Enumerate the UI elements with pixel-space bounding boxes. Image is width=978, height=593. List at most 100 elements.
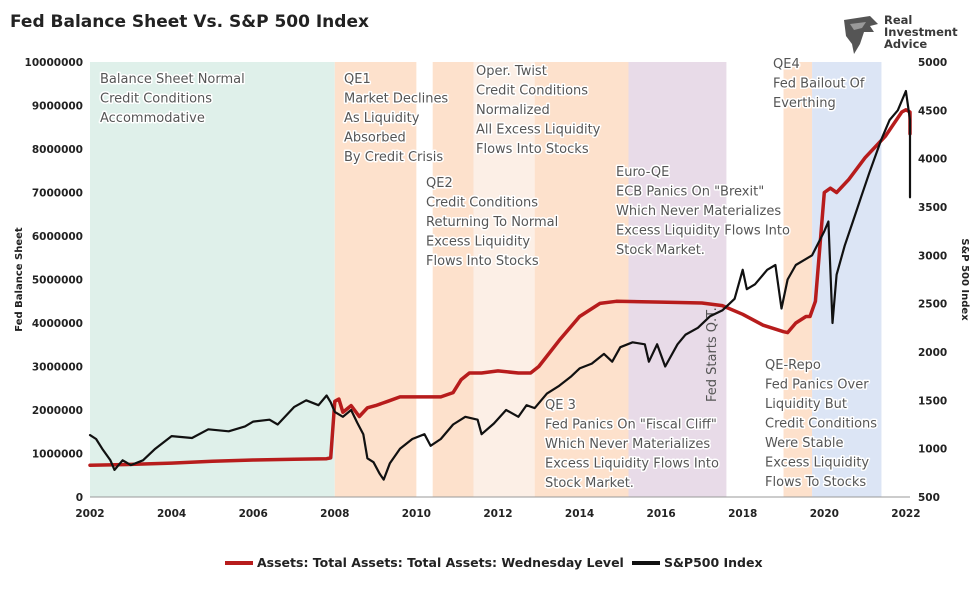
- ann-euro-qe-line: Stock Market.: [616, 243, 705, 258]
- y-right-tick-label: 5000: [918, 57, 947, 69]
- ann-balance-sheet-normal-line: Credit Conditions: [100, 92, 212, 107]
- legend-item-sp500: S&P500 Index: [632, 555, 763, 570]
- ann-qe2-line: Flows Into Stocks: [426, 254, 539, 269]
- shaded-band-7: [812, 62, 882, 497]
- legend: Assets: Total Assets: Total Assets: Wedn…: [0, 555, 978, 575]
- ann-qe1-line: QE1: [344, 72, 371, 87]
- y-right-tick-label: 3500: [918, 202, 947, 214]
- real-investment-advice-logo: Real Investment Advice: [840, 14, 960, 58]
- ann-qe2-line: QE2: [426, 176, 453, 191]
- ann-qe-repo-line: Were Stable: [765, 436, 843, 451]
- y-left-tick-label: 7000000: [32, 188, 83, 200]
- shaded-band-0: [90, 62, 335, 497]
- ann-euro-qe-line: Which Never Materializes: [616, 204, 781, 219]
- x-tick-label: 2014: [565, 508, 594, 520]
- x-tick-label: 2016: [647, 508, 676, 520]
- ann-qe3-line: Which Never Materializes: [545, 437, 710, 452]
- ann-qe4-line: Everthing: [773, 96, 836, 111]
- y-right-tick-label: 500: [918, 492, 940, 504]
- shaded-band-1: [334, 62, 417, 497]
- policy-bands: [90, 62, 882, 497]
- ann-qe1-line: As Liquidity: [344, 111, 420, 126]
- ann-euro-qe-line: Excess Liquidity Flows Into: [616, 224, 790, 239]
- fed-assets-line: [88, 108, 912, 467]
- ann-qe2-line: Returning To Normal: [426, 215, 558, 230]
- x-tick-label: 2010: [402, 508, 431, 520]
- y-left-tick-label: 10000000: [25, 57, 83, 69]
- axes-layer: 2002 2004 2006 2008 2010 2012 2014 2016 2018 2020…: [14, 57, 970, 520]
- y-right-tick-label: 1500: [918, 395, 947, 407]
- y-left-tick-label: 0: [76, 492, 83, 504]
- ann-qe-repo-line: Fed Panics Over: [765, 378, 869, 393]
- ann-euro-qe-line: ECB Panics On "Brexit": [616, 185, 764, 200]
- ann-qe4-line: QE4: [773, 57, 800, 72]
- chart-title: Fed Balance Sheet Vs. S&P 500 Index: [10, 12, 369, 32]
- x-tick-label: 2006: [239, 508, 268, 520]
- ann-qe1-line: By Credit Crisis: [344, 150, 443, 165]
- y-left-axis-title: Fed Balance Sheet: [14, 227, 25, 332]
- y-left-tick-label: 1000000: [32, 449, 83, 461]
- ann-qe3-line: QE 3: [545, 398, 576, 413]
- ann-qe-repo-line: Excess Liquidity: [765, 456, 869, 471]
- y-left-tick-label: 3000000: [32, 362, 83, 374]
- y-right-tick-label: 4500: [918, 105, 947, 117]
- x-tick-label: 2008: [320, 508, 349, 520]
- ann-oper-twist-line: Credit Conditions: [476, 84, 588, 99]
- y-left-tick-label: 9000000: [32, 101, 83, 113]
- x-tick-label: 2020: [810, 508, 839, 520]
- ann-oper-twist-line: Oper. Twist: [476, 64, 547, 79]
- logo-line-1: Real: [884, 13, 913, 27]
- ann-fed-starts-qt-line: Fed Starts Q.T.: [705, 307, 720, 402]
- shaded-band-3: [473, 62, 535, 497]
- legend-label-assets: Assets: Total Assets: Total Assets: Wedn…: [257, 555, 624, 570]
- x-tick-label: 2002: [75, 508, 104, 520]
- y-right-tick-label: 2000: [918, 347, 947, 359]
- ann-qe3-line: Stock Market.: [545, 476, 634, 491]
- ann-qe1-line: Absorbed: [344, 131, 406, 146]
- y-right-tick-label: 3000: [918, 250, 947, 262]
- eagle-head-icon: [844, 16, 878, 54]
- shaded-band-5: [628, 62, 727, 497]
- y-left-tick-label: 2000000: [32, 405, 83, 417]
- ann-qe3-line: Excess Liquidity Flows Into: [545, 457, 719, 472]
- shaded-band-4: [534, 62, 629, 497]
- legend-item-assets: Assets: Total Assets: Total Assets: Wedn…: [225, 555, 624, 570]
- x-tick-label: 2022: [891, 508, 920, 520]
- y-left-tick-label: 4000000: [32, 318, 83, 330]
- ann-balance-sheet-normal-line: Balance Sheet Normal: [100, 72, 245, 87]
- y-right-axis-title: S&P 500 Index: [959, 238, 970, 321]
- ann-oper-twist-line: Normalized: [476, 103, 550, 118]
- ann-qe-repo-line: Credit Conditions: [765, 417, 877, 432]
- series-layer: [88, 89, 912, 481]
- y-left-tick-label: 5000000: [32, 275, 83, 287]
- y-right-tick-label: 2500: [918, 299, 947, 311]
- ann-qe-repo-line: Flows To Stocks: [765, 475, 866, 490]
- y-right-tick-label: 1000: [918, 444, 947, 456]
- ann-qe-repo-line: Liquidity But: [765, 397, 847, 412]
- sp500-line: [88, 89, 912, 481]
- ann-oper-twist-line: All Excess Liquidity: [476, 123, 601, 138]
- y-left-tick-label: 6000000: [32, 231, 83, 243]
- annotation-layer: Balance Sheet Normal Credit Conditions Acc…: [99, 56, 879, 493]
- logo-line-2: Investment: [884, 25, 958, 39]
- y-right-tick-label: 4000: [918, 154, 947, 166]
- ann-qe2-line: Credit Conditions: [426, 196, 538, 211]
- ann-qe-repo-line: QE-Repo: [765, 358, 821, 373]
- ann-qe2-line: Excess Liquidity: [426, 235, 530, 250]
- ann-qe4-line: Fed Bailout Of: [773, 77, 865, 92]
- ann-oper-twist-line: Flows Into Stocks: [476, 142, 589, 157]
- legend-label-sp500: S&P500 Index: [664, 555, 763, 570]
- shaded-band-2: [432, 62, 474, 497]
- ann-qe3-line: Fed Panics On "Fiscal Cliff": [545, 418, 717, 433]
- y-left-tick-label: 8000000: [32, 144, 83, 156]
- legend-swatch-assets: [225, 560, 253, 565]
- ann-qe1-line: Market Declines: [344, 92, 448, 107]
- x-tick-label: 2004: [157, 508, 186, 520]
- legend-swatch-sp500: [632, 560, 660, 565]
- x-tick-label: 2012: [483, 508, 512, 520]
- x-tick-label: 2018: [728, 508, 757, 520]
- ann-euro-qe-line: Euro-QE: [616, 165, 669, 180]
- logo-line-3: Advice: [884, 37, 928, 51]
- ann-balance-sheet-normal-line: Accommodative: [100, 111, 205, 126]
